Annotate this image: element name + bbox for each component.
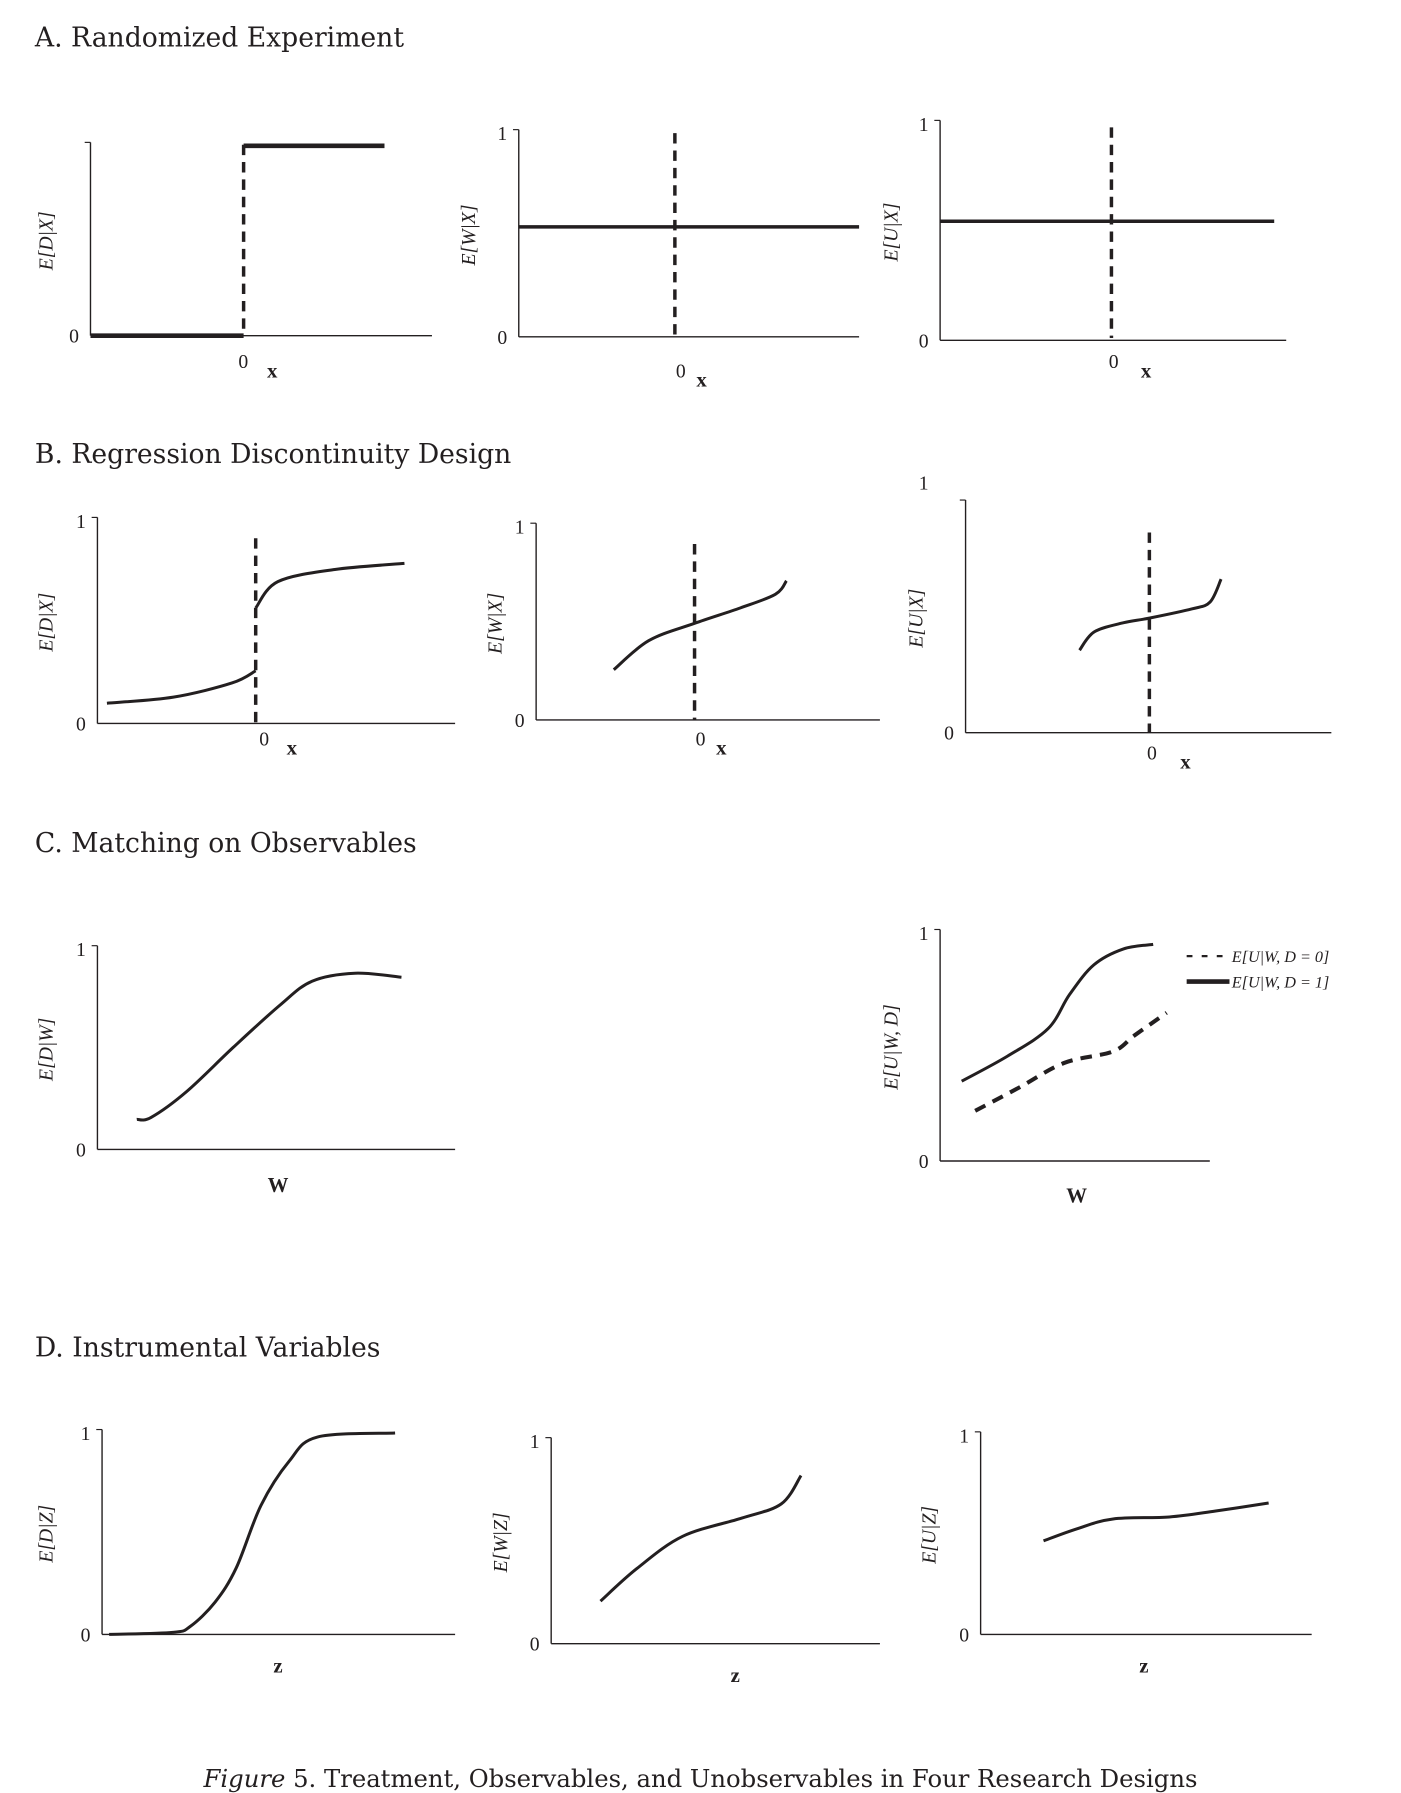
- y-tick-label: 0: [81, 1624, 91, 1646]
- y-tick-label: 1: [919, 473, 929, 495]
- y-tick-label: 1: [919, 114, 929, 136]
- panel-d1: 0 1 E[D|Z] z: [35, 1423, 456, 1678]
- y-axis-label: E[D|Z]: [35, 1505, 57, 1564]
- y-tick-label: 0: [515, 710, 525, 732]
- y-tick-label: 0: [497, 327, 507, 349]
- y-tick-label: 0: [959, 1624, 969, 1646]
- y-tick-label: 1: [530, 1431, 540, 1453]
- x-axis-label: x: [1141, 358, 1152, 382]
- legend-label: E[U|W, D = 1]: [1231, 973, 1330, 991]
- panel-b1: 01E[D|X]0 x: [35, 511, 456, 760]
- x-tick-label: 0: [238, 351, 248, 373]
- series-line-0: [974, 1011, 1168, 1113]
- panel-c1: 0 1 E[D|W] W: [35, 939, 456, 1197]
- y-axis-label: E[U|Z]: [918, 1506, 940, 1565]
- y-tick-label: 0: [919, 1151, 929, 1173]
- panel-a3: 01E[U|X]0 x: [880, 114, 1287, 382]
- panel-a2: 01E[W|X]0 x: [458, 123, 860, 392]
- panel-b2: 01E[W|X]0 x: [484, 517, 880, 760]
- series-line-0: [136, 971, 402, 1122]
- figure-caption: Figure 5. Treatment, Observables, and Un…: [203, 1764, 1198, 1793]
- y-tick-label: 1: [76, 939, 86, 961]
- x-axis-label: z: [1139, 1654, 1148, 1678]
- section-title-a: A. Randomized Experiment: [34, 22, 404, 53]
- y-tick-label: 0: [76, 1139, 86, 1161]
- series-line-0: [612, 579, 788, 671]
- x-tick-label: 0: [676, 360, 686, 382]
- y-axis-label: E[W|X]: [458, 204, 480, 266]
- y-axis-label: E[D|X]: [35, 593, 57, 653]
- section-title-b: B. Regression Discontinuity Design: [35, 439, 511, 470]
- x-axis-label: x: [1180, 750, 1191, 774]
- y-axis-label: E[W|Z]: [490, 1512, 512, 1573]
- x-axis-label: z: [731, 1663, 740, 1687]
- y-tick-label: 1: [959, 1425, 969, 1447]
- y-axis-label: E[U|W, D]: [880, 1004, 902, 1090]
- y-tick-label: 1: [497, 123, 507, 145]
- x-tick-label: 0: [259, 728, 269, 750]
- series-line-0: [106, 669, 257, 705]
- panel-c2: 0 1 E[U|W, D] W E[U|W, D = 0] E[U|W, D = 1]: [880, 923, 1329, 1208]
- panel-d3: 0 1 E[U|Z] z: [918, 1425, 1312, 1678]
- y-tick-label: 1: [81, 1423, 91, 1445]
- panel-a1: 0E[D|X]0 x: [35, 141, 432, 382]
- x-tick-label: 0: [696, 728, 706, 750]
- y-tick-label: 0: [69, 326, 79, 348]
- x-axis-label: W: [268, 1173, 289, 1197]
- caption-text: 5. Treatment, Observables, and Unobserva…: [285, 1764, 1197, 1793]
- y-tick-label: 1: [515, 517, 525, 539]
- section-title-d: D. Instrumental Variables: [35, 1333, 380, 1364]
- y-tick-label: 0: [919, 330, 929, 352]
- y-tick-label: 0: [76, 713, 86, 735]
- y-tick-label: 1: [919, 923, 929, 945]
- x-axis-label: z: [273, 1654, 282, 1678]
- series-line-0: [1043, 1501, 1269, 1543]
- y-tick-label: 1: [76, 511, 86, 533]
- series-line-0: [599, 1474, 803, 1603]
- series-line-1: [254, 561, 405, 609]
- series-line-0: [1078, 578, 1223, 652]
- panel-d2: 0 1 E[W|Z] z: [490, 1431, 880, 1687]
- x-tick-label: 0: [1147, 742, 1157, 764]
- caption-prefix: Figure: [203, 1764, 286, 1793]
- x-axis-label: W: [1066, 1184, 1087, 1208]
- x-tick-label: 0: [1109, 351, 1119, 373]
- section-title-c: C. Matching on Observables: [35, 828, 417, 859]
- legend-label: E[U|W, D = 0]: [1231, 948, 1330, 966]
- x-axis-label: x: [287, 736, 298, 760]
- series-line-0: [109, 1431, 396, 1636]
- y-axis-label: E[U|X]: [906, 589, 928, 649]
- y-tick-label: 0: [530, 1634, 540, 1656]
- x-axis-label: x: [716, 736, 727, 760]
- y-axis-label: E[U|X]: [880, 203, 902, 263]
- series-line-1: [960, 942, 1154, 1083]
- y-tick-label: 0: [944, 723, 954, 745]
- x-axis-label: x: [267, 358, 278, 382]
- panel-b3: 0 1 E[U|X] 0 x: [906, 473, 1332, 774]
- x-axis-label: x: [696, 368, 707, 392]
- y-axis-label: E[D|W]: [35, 1018, 57, 1082]
- y-axis-label: E[D|X]: [35, 211, 57, 271]
- y-axis-label: E[W|X]: [484, 593, 506, 655]
